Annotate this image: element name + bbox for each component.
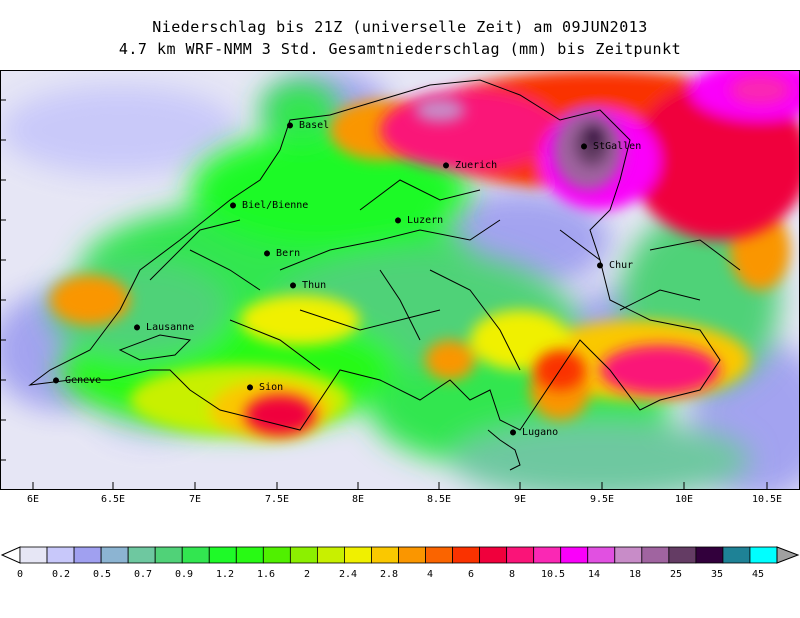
map-title: Niederschlag bis 21Z (universelle Zeit) … xyxy=(152,18,648,36)
colorbar-label: 4 xyxy=(426,569,434,580)
city-lausanne: ● Lausanne xyxy=(134,322,195,333)
colorbar-swatch xyxy=(262,546,291,564)
colorbar-label: 0.2 xyxy=(51,569,71,580)
colorbar-label: 6 xyxy=(467,569,475,580)
longitude-label: 7E xyxy=(188,494,202,505)
colorbar-label: 1.6 xyxy=(256,569,276,580)
longitude-axis: 6E 6.5E 7E 7.5E 8E 8.5E 9E 9.5E 10E 10.5E xyxy=(0,490,800,512)
colorbar-swatch xyxy=(208,546,237,564)
longitude-label: 9E xyxy=(513,494,527,505)
colorbar-swatch xyxy=(749,546,778,564)
longitude-label: 10E xyxy=(674,494,694,505)
colorbar-arrow-right xyxy=(776,546,800,564)
colorbar-swatch xyxy=(100,546,129,564)
colorbar-label: 2.4 xyxy=(338,569,358,580)
colorbar-swatch xyxy=(316,546,345,564)
colorbar-label: 0.5 xyxy=(92,569,112,580)
colorbar-swatch xyxy=(127,546,156,564)
longitude-label: 10.5E xyxy=(751,494,783,505)
colorbar-swatch xyxy=(479,546,508,564)
colorbar-swatch xyxy=(181,546,210,564)
colorbar-swatch xyxy=(452,546,481,564)
colorbar-swatch xyxy=(614,546,643,564)
colorbar-swatch xyxy=(371,546,399,564)
colorbar-arrow-left xyxy=(0,546,21,564)
colorbar-swatch xyxy=(695,546,724,564)
colorbar-label: 14 xyxy=(587,569,601,580)
colorbar-swatch xyxy=(398,546,426,564)
colorbar-label: 1.2 xyxy=(215,569,235,580)
colorbar-label: 0 xyxy=(16,569,24,580)
colorbar-swatch xyxy=(641,546,670,564)
colorbar-label: 45 xyxy=(751,569,765,580)
colorbar-label: 0.7 xyxy=(133,569,153,580)
colorbar-swatch xyxy=(533,546,562,564)
colorbar-label: 2 xyxy=(303,569,311,580)
longitude-label: 8.5E xyxy=(426,494,452,505)
colorbar-swatch xyxy=(73,546,102,564)
city-geneve: ● Geneve xyxy=(53,375,102,386)
longitude-label: 8E xyxy=(351,494,365,505)
colorbar-label: 8 xyxy=(508,569,516,580)
city-basel: ● Basel xyxy=(287,120,330,131)
colorbar-swatch xyxy=(289,546,318,564)
colorbar-swatch xyxy=(425,546,453,564)
city-chur: ● Chur xyxy=(597,260,634,271)
precipitation-colorbar xyxy=(0,543,800,583)
precip-field-core xyxy=(415,75,790,190)
longitude-label: 6E xyxy=(26,494,40,505)
city-lugano: ● Lugano xyxy=(510,427,559,438)
city-stgallen: ● StGallen xyxy=(581,141,642,152)
borders xyxy=(28,79,741,471)
colorbar-swatch xyxy=(668,546,697,564)
city-sion: ● Sion xyxy=(247,382,284,393)
colorbar-swatch xyxy=(506,546,535,564)
colorbar-label: 25 xyxy=(669,569,683,580)
colorbar-swatch xyxy=(19,546,48,564)
longitude-label: 9.5E xyxy=(589,494,615,505)
city-bern: ● Bern xyxy=(264,248,301,259)
frame-ticks xyxy=(0,99,768,490)
city-zuerich: ● Zuerich xyxy=(443,160,498,171)
colorbar-swatch xyxy=(235,546,264,564)
colorbar-label: 18 xyxy=(628,569,642,580)
map-subtitle: 4.7 km WRF-NMM 3 Std. Gesamtniederschlag… xyxy=(118,40,682,58)
longitude-label: 7.5E xyxy=(264,494,290,505)
colorbar-label: 2.8 xyxy=(379,569,399,580)
colorbar-swatch xyxy=(46,546,75,564)
longitude-label: 6.5E xyxy=(100,494,126,505)
colorbar-swatch xyxy=(344,546,372,564)
city-thun: ● Thun xyxy=(290,280,327,291)
colorbar-swatch xyxy=(560,546,589,564)
precipitation-map: ● Basel ● Zuerich ● StGallen ● Biel/Bien… xyxy=(0,70,800,490)
colorbar-swatch xyxy=(587,546,616,564)
city-biel: ● Biel/Bienne xyxy=(230,200,309,211)
colorbar-label: 10.5 xyxy=(540,569,566,580)
colorbar-swatch xyxy=(722,546,751,564)
colorbar-label: 0.9 xyxy=(174,569,194,580)
colorbar-label: 35 xyxy=(710,569,724,580)
colorbar-swatch xyxy=(154,546,183,564)
city-luzern: ● Luzern xyxy=(395,215,444,226)
